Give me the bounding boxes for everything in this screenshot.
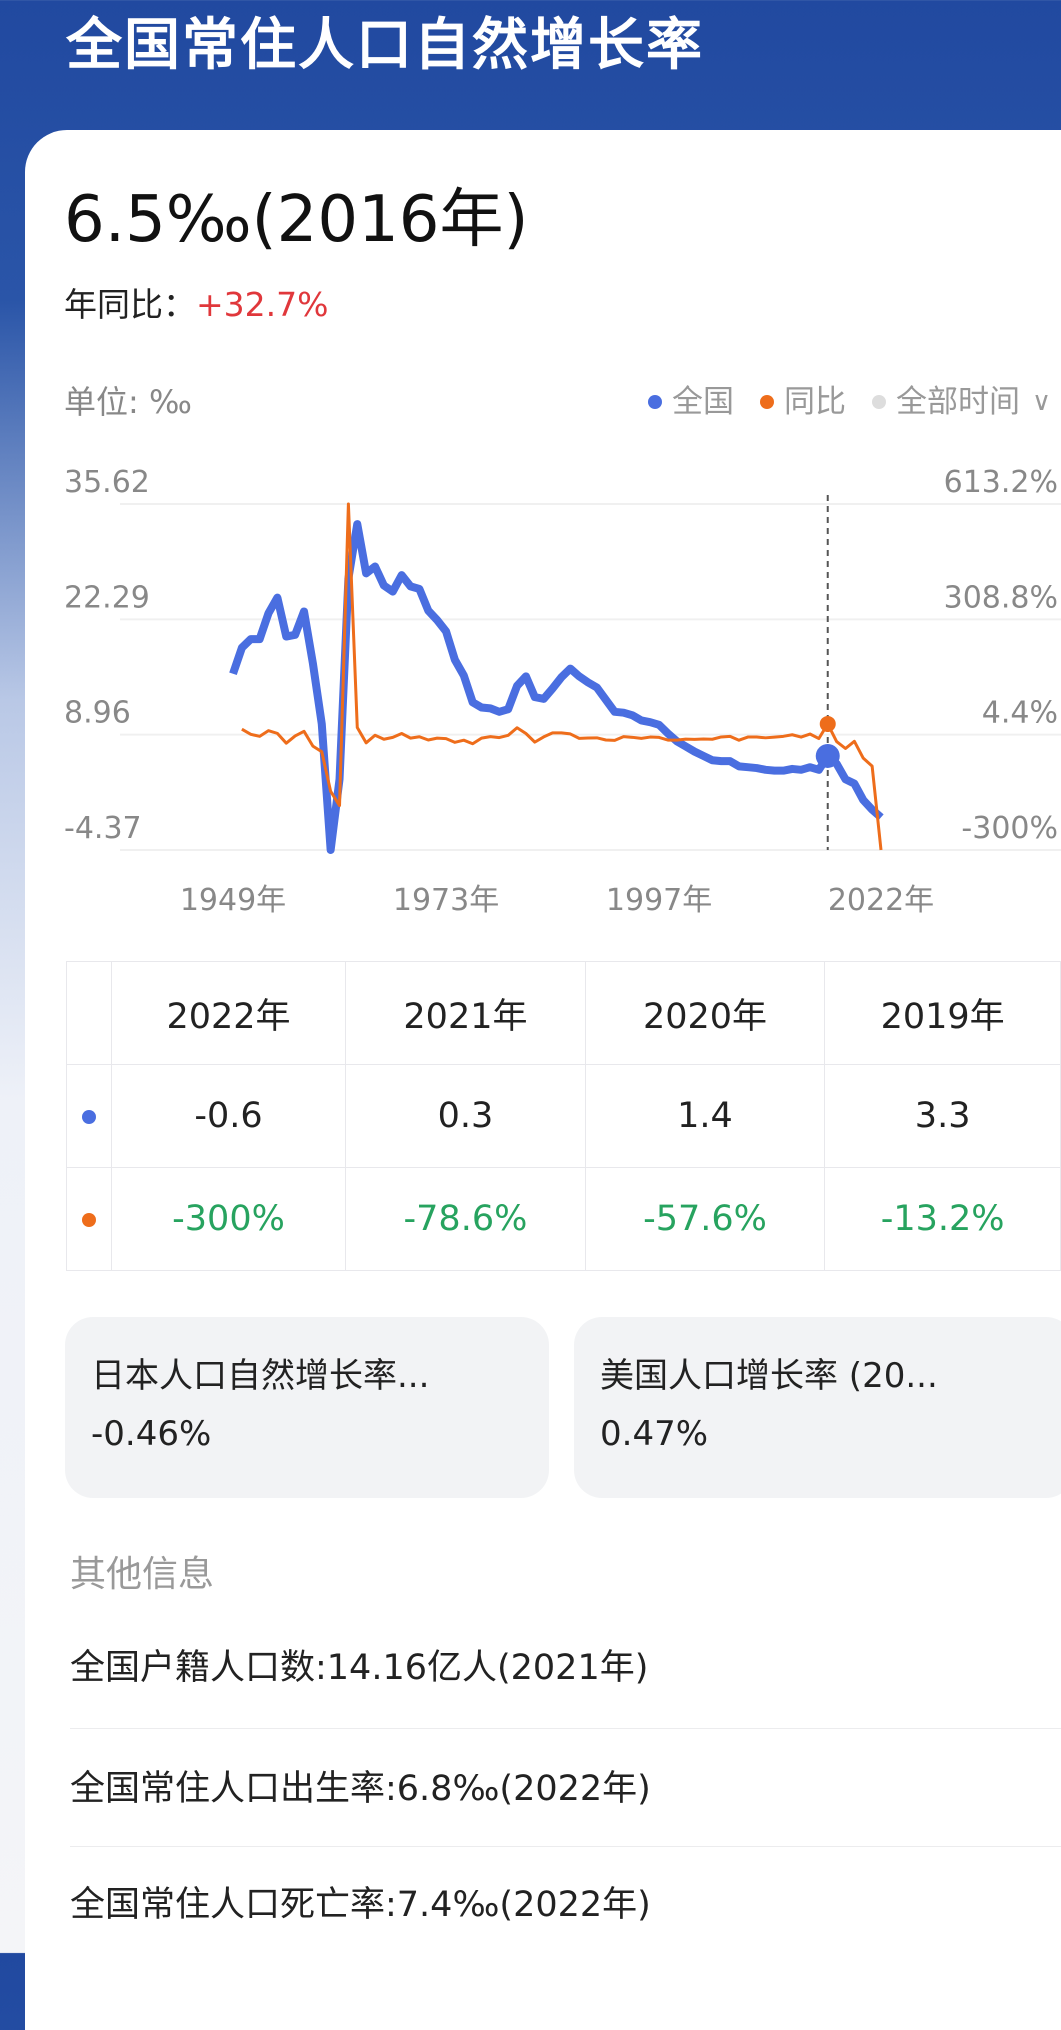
current-value: 6.5‰(2016年) [64,183,529,257]
col-header: 2020年 [584,961,826,1065]
col-header: 2019年 [824,961,1061,1065]
info-item[interactable]: 全国户籍人口数:14.16亿人(2021年) [70,1648,649,1688]
x-axis-label: 1997年 [606,883,712,918]
series-line-national [229,520,884,854]
divider [70,1846,1061,1847]
right-axis-label: 4.4% [982,696,1058,731]
related-value: -0.46% [91,1414,212,1454]
x-axis-label: 1949年 [180,883,286,918]
cell: 1.4 [584,1064,826,1168]
highlight-point-yoy [819,715,836,732]
table-row: -300% -78.6% -57.6% -13.2% [66,1167,1061,1271]
cell: -0.6 [110,1064,347,1168]
table-header-row: 2022年 2021年 2020年 2019年 [66,961,1061,1065]
yoy-label: 年同比： [64,285,196,324]
legend-label: 同比 [783,384,846,420]
data-table: 2022年 2021年 2020年 2019年 -0.6 0.3 1.4 3.3… [66,961,1061,1271]
line-chart[interactable]: 35.62 613.2% 22.29 308.8% 8.96 4.4% -4.37 -300%… [0,440,1061,940]
col-header: 2022年 [110,961,347,1065]
legend-national[interactable]: 全国 [647,380,734,424]
related-title: 美国人口增长率 (20... [600,1356,938,1396]
cell: -78.6% [345,1167,586,1271]
right-axis-label: -300% [961,811,1058,846]
cell: -13.2% [824,1167,1061,1271]
right-axis-label: 308.8% [944,580,1058,615]
highlight-point-national [815,743,840,768]
info-item[interactable]: 全国常住人口出生率:6.8‰(2022年) [70,1769,651,1809]
info-item[interactable]: 全国常住人口死亡率:7.4‰(2022年) [70,1885,651,1925]
related-title: 日本人口自然增长率... [91,1356,430,1396]
legend-dot-icon [759,395,774,409]
range-label: 全部时间 [895,384,1020,420]
range-dot-icon [871,395,886,409]
series-dot-icon [81,1110,96,1124]
legend-label: 全国 [671,384,734,420]
x-axis-label: 2022年 [828,883,934,918]
cell: 3.3 [824,1064,1061,1168]
series-line-yoy [241,502,883,851]
unit-label: 单位: ‰ [64,383,192,421]
left-axis-label: 35.62 [64,465,150,500]
other-info-heading: 其他信息 [70,1554,215,1595]
table-row: -0.6 0.3 1.4 3.3 [66,1064,1061,1168]
cell: 0.3 [345,1064,586,1168]
related-card-usa[interactable]: 美国人口增长率 (20... 0.47% [574,1317,1061,1498]
legend-yoy[interactable]: 同比 [759,380,846,424]
series-dot-icon [81,1213,96,1227]
yoy-value: +32.7% [196,285,329,324]
chart-legend: 全国 同比 全部时间 ∨ [630,380,1051,424]
legend-dot-icon [647,395,662,409]
divider [70,1728,1061,1729]
page-title: 全国常住人口自然增长率 [66,13,704,78]
cell: -57.6% [584,1167,826,1271]
yoy-row: 年同比：+32.7% [64,283,328,327]
left-axis-label: 8.96 [64,696,131,731]
time-range-select[interactable]: 全部时间 ∨ [871,380,1051,424]
related-value: 0.47% [600,1414,709,1454]
right-axis-label: 613.2% [944,465,1058,500]
col-header: 2021年 [345,961,586,1065]
left-axis-label: -4.37 [64,811,142,846]
left-axis-label: 22.29 [64,580,150,615]
cell: -300% [110,1167,347,1271]
x-axis-label: 1973年 [393,883,499,918]
chevron-down-icon: ∨ [1031,387,1051,417]
related-card-japan[interactable]: 日本人口自然增长率... -0.46% [65,1317,549,1498]
